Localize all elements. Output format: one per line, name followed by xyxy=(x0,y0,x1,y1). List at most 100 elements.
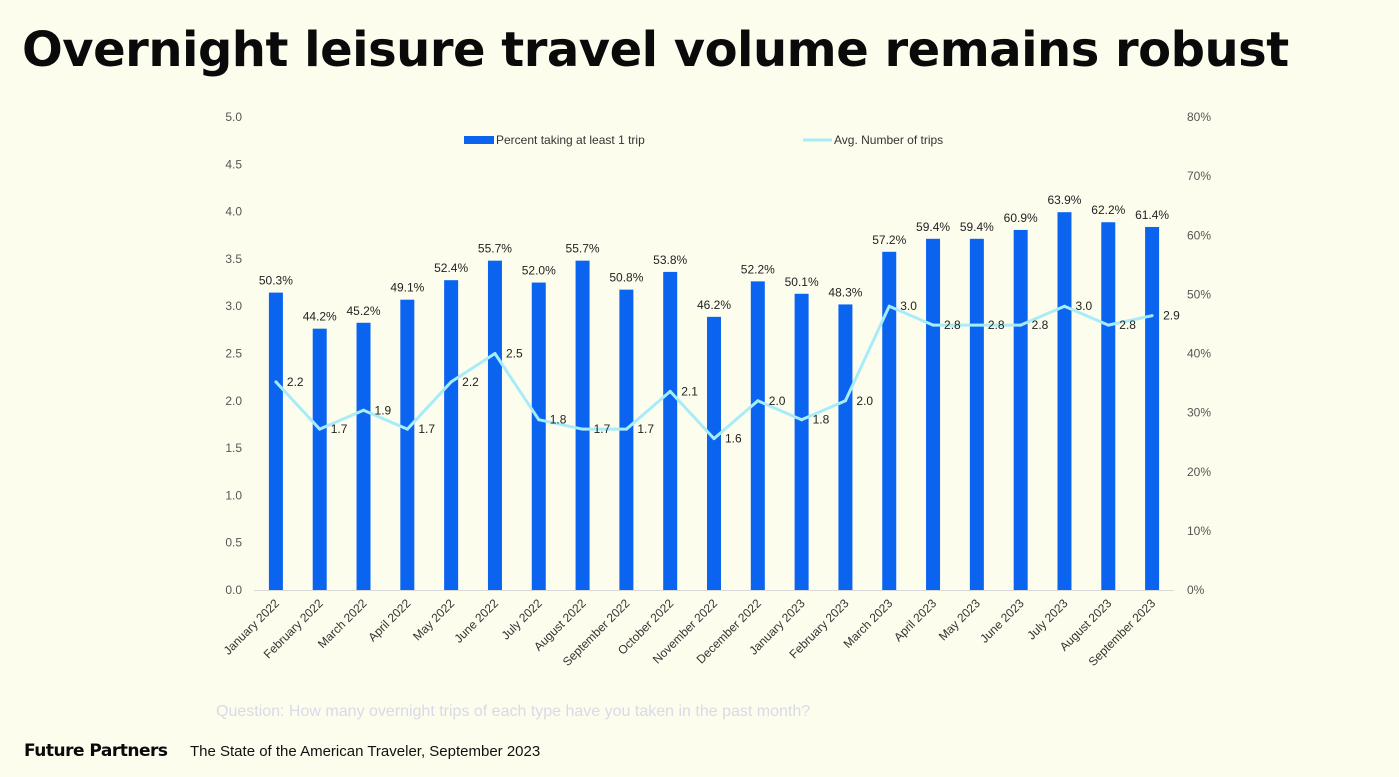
chart-legend: Percent taking at least 1 trip Avg. Numbe… xyxy=(464,133,943,147)
line-series xyxy=(274,304,1154,441)
line-data-label: 1.7 xyxy=(594,422,611,436)
line-data-label: 1.7 xyxy=(637,422,654,436)
left-axis: 0.0 0.5 1.0 1.5 2.0 2.5 3.0 3.5 4.0 4.5 5.0 xyxy=(225,110,1174,597)
bar-data-label: 62.2% xyxy=(1091,203,1125,217)
x-axis-label: June 2022 xyxy=(452,596,502,646)
bar-data-label: 52.4% xyxy=(434,261,468,275)
bar-data-label: 52.2% xyxy=(741,262,775,276)
bar-data-label: 63.9% xyxy=(1047,193,1081,207)
right-axis-tick: 0% xyxy=(1187,583,1205,597)
line-point xyxy=(493,352,497,355)
brand-logo: Future Partners xyxy=(24,741,168,761)
line-data-label: 2.1 xyxy=(681,384,698,398)
line-point xyxy=(537,418,541,422)
left-axis-tick: 2.0 xyxy=(225,394,242,408)
line-data-label: 2.8 xyxy=(988,318,1005,332)
line-point xyxy=(712,437,716,441)
survey-question: Question: How many overnight trips of ea… xyxy=(216,703,811,720)
bar xyxy=(882,251,897,590)
bar-data-label: 55.7% xyxy=(478,242,512,256)
line-data-label: 2.2 xyxy=(287,375,304,389)
right-axis-tick: 70% xyxy=(1187,169,1211,183)
bar-series xyxy=(268,212,1160,591)
bar-data-label: 55.7% xyxy=(566,242,600,256)
right-axis-tick: 20% xyxy=(1187,465,1211,479)
left-axis-tick: 2.5 xyxy=(225,347,242,361)
bar xyxy=(969,238,984,591)
line-point xyxy=(1150,314,1154,318)
bar-data-label: 45.2% xyxy=(347,304,381,318)
right-axis-tick: 50% xyxy=(1187,287,1211,301)
x-axis-label: July 2023 xyxy=(1024,596,1070,642)
line-point xyxy=(318,427,322,431)
bar xyxy=(487,260,502,590)
bar xyxy=(1101,222,1116,590)
bar-data-label: 52.0% xyxy=(522,264,556,278)
line-point xyxy=(931,323,935,327)
line-point xyxy=(1106,323,1110,327)
bar xyxy=(356,322,371,590)
line-data-label: 1.6 xyxy=(725,432,742,446)
bar xyxy=(1057,212,1072,590)
x-axis-label: April 2023 xyxy=(891,596,939,644)
bar-data-label: 50.3% xyxy=(259,274,293,288)
line-data-label: 2.8 xyxy=(944,318,961,332)
line-data-label: 2.5 xyxy=(506,347,523,361)
report-title: The State of the American Traveler, Sept… xyxy=(190,743,541,760)
line-data-label: 2.2 xyxy=(462,375,479,389)
line-data-label: 2.0 xyxy=(856,394,873,408)
bar xyxy=(1013,229,1028,590)
line-point xyxy=(800,418,804,422)
line-data-label: 2.8 xyxy=(1119,318,1136,332)
bar xyxy=(312,328,327,590)
bar xyxy=(794,293,809,590)
line-point xyxy=(668,389,672,393)
bar xyxy=(444,280,459,590)
left-axis-tick: 1.0 xyxy=(225,488,242,502)
line-point xyxy=(756,399,760,403)
right-axis-tick: 40% xyxy=(1187,347,1211,361)
bar xyxy=(619,289,634,590)
line-data-label: 2.9 xyxy=(1163,309,1180,323)
bar-data-label: 49.1% xyxy=(390,281,424,295)
left-axis-tick: 0.0 xyxy=(225,583,242,597)
bar-data-label: 46.2% xyxy=(697,298,731,312)
line-data-label: 1.8 xyxy=(813,413,830,427)
legend-bar-swatch xyxy=(464,136,494,144)
right-axis-tick: 10% xyxy=(1187,524,1211,538)
bar xyxy=(1145,226,1160,590)
line-point xyxy=(887,304,891,308)
line-point xyxy=(843,399,847,403)
bar-data-label: 53.8% xyxy=(653,253,687,267)
bar xyxy=(400,299,415,590)
bar-data-label: 59.4% xyxy=(960,220,994,234)
line-data-label: 3.0 xyxy=(1075,299,1092,313)
line-point xyxy=(624,427,628,431)
bar xyxy=(531,282,546,590)
line-point xyxy=(274,380,278,384)
left-axis-tick: 3.0 xyxy=(225,299,242,313)
line-point xyxy=(975,323,979,327)
bar-data-label: 50.1% xyxy=(785,275,819,289)
line-data-label: 1.8 xyxy=(550,413,567,427)
line-point xyxy=(362,408,366,412)
line-data-label: 2.0 xyxy=(769,394,786,408)
page-title: Overnight leisure travel volume remains … xyxy=(22,22,1289,78)
line-point xyxy=(581,427,585,431)
right-axis-tick: 80% xyxy=(1187,110,1211,124)
line-data-label: 2.8 xyxy=(1032,318,1049,332)
bar xyxy=(750,281,765,590)
line-point xyxy=(1019,323,1023,327)
bar-data-label: 60.9% xyxy=(1004,211,1038,225)
bar xyxy=(838,304,853,590)
right-axis: 0% 10% 20% 30% 40% 50% 60% 70% 80% xyxy=(1187,110,1211,597)
left-axis-tick: 0.5 xyxy=(225,536,242,550)
x-axis-label: May 2023 xyxy=(936,596,983,643)
left-axis-tick: 4.5 xyxy=(225,157,242,171)
bar xyxy=(268,292,283,590)
bar-data-label: 61.4% xyxy=(1135,208,1169,222)
line-data-labels: 2.2 1.7 1.9 1.7 2.2 2.5 1.8 1.7 1.7 2.1 1.6 2.0 1.8 2… xyxy=(287,299,1180,445)
line-point xyxy=(449,380,453,384)
